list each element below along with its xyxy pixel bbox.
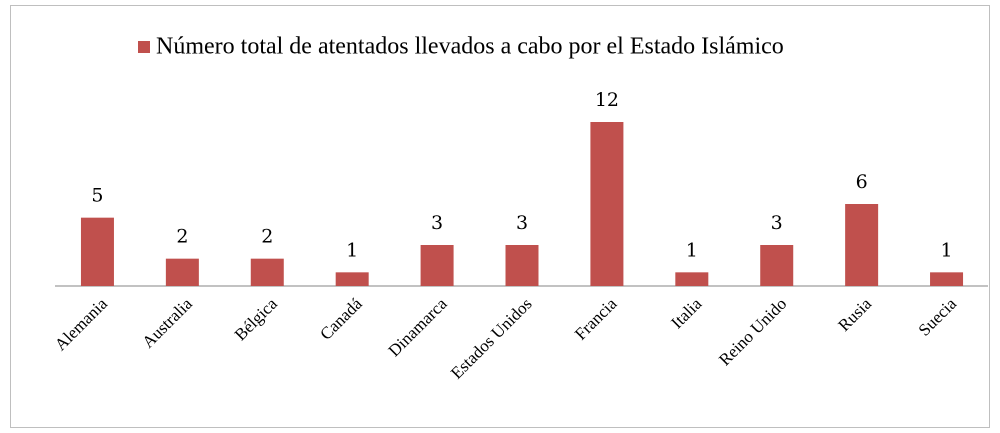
data-label: 1 <box>940 239 952 261</box>
data-label: 1 <box>346 239 358 261</box>
bar <box>505 245 539 286</box>
data-label: 3 <box>431 212 443 234</box>
data-label: 2 <box>261 226 273 248</box>
data-label: 5 <box>91 185 103 207</box>
bar <box>930 272 964 286</box>
bar <box>420 245 454 286</box>
bar <box>675 272 709 286</box>
legend-label: Número total de atentados llevados a cab… <box>156 34 784 60</box>
data-label: 12 <box>595 89 619 111</box>
bar <box>80 217 114 286</box>
data-label: 1 <box>686 239 698 261</box>
legend-swatch <box>138 41 150 53</box>
data-label: 3 <box>516 212 528 234</box>
bar <box>760 245 794 286</box>
bar <box>250 258 284 286</box>
chart-border <box>10 5 990 428</box>
bar <box>590 122 624 286</box>
data-label: 2 <box>176 226 188 248</box>
bar <box>845 204 879 286</box>
data-label: 3 <box>771 212 783 234</box>
bar <box>335 272 369 286</box>
bar <box>165 258 199 286</box>
data-label: 6 <box>856 171 868 193</box>
